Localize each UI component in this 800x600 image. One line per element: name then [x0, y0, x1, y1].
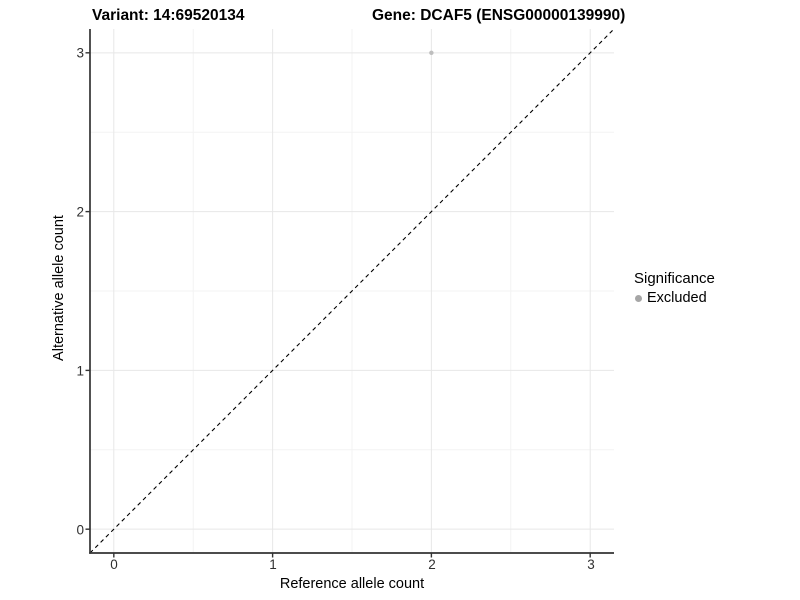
data-point [429, 50, 434, 56]
x-tick-label-2: 2 [428, 557, 436, 572]
x-axis-title: Reference allele count [279, 576, 425, 592]
excluded-point-icon [635, 294, 642, 302]
legend-item-excluded: Excluded [634, 290, 715, 306]
plot-title-gene: Gene: DCAF5 (ENSG00000139990) [372, 7, 626, 24]
legend-title: Significance [634, 270, 715, 287]
x-tick-label-1: 1 [269, 557, 277, 572]
legend-item-label: Excluded [647, 290, 707, 306]
x-tick-label-0: 0 [110, 557, 118, 572]
legend: Significance Excluded [634, 270, 715, 306]
identity-reference-line [89, 28, 615, 554]
y-axis-title: Alternative allele count [51, 215, 67, 361]
y-tick-label-2: 2 [76, 204, 84, 220]
plot-title-variant: Variant: 14:69520134 [92, 7, 245, 24]
x-tick-label-3: 3 [587, 557, 595, 572]
y-tick-label-0: 0 [76, 522, 84, 538]
y-tick-label-3: 3 [76, 45, 84, 61]
y-tick-label-1: 1 [76, 363, 84, 379]
